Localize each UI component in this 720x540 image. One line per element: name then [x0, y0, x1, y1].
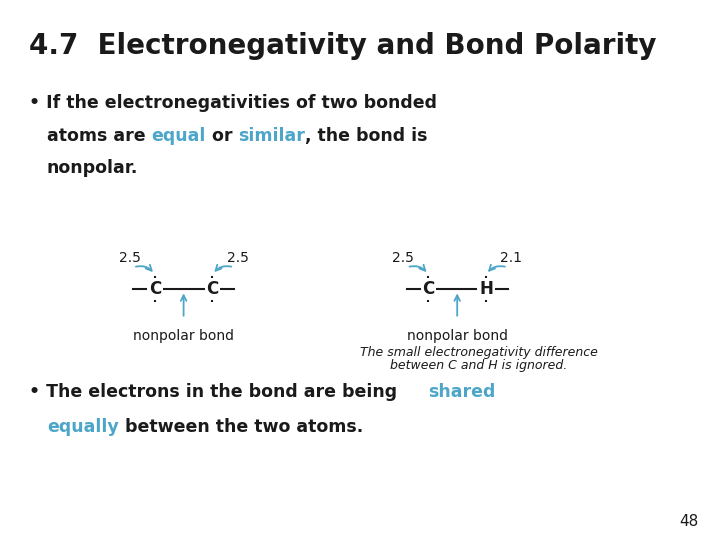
- Text: similar: similar: [238, 127, 305, 145]
- Text: • If the electronegativities of two bonded: • If the electronegativities of two bond…: [29, 94, 437, 112]
- Text: • The electrons in the bond are being: • The electrons in the bond are being: [29, 383, 403, 401]
- Text: The small electronegativity difference: The small electronegativity difference: [360, 346, 598, 359]
- Text: C: C: [148, 280, 161, 298]
- Text: C: C: [422, 280, 435, 298]
- Text: H: H: [479, 280, 493, 298]
- Text: equal: equal: [151, 127, 206, 145]
- Text: or: or: [206, 127, 238, 145]
- Text: 2.5: 2.5: [119, 251, 140, 265]
- Text: equally: equally: [47, 418, 119, 436]
- Text: 2.1: 2.1: [500, 251, 522, 265]
- Text: , the bond is: , the bond is: [305, 127, 428, 145]
- Text: nonpolar bond: nonpolar bond: [133, 329, 234, 343]
- Text: 2.5: 2.5: [392, 251, 414, 265]
- Text: nonpolar bond: nonpolar bond: [407, 329, 508, 343]
- Text: nonpolar.: nonpolar.: [47, 159, 138, 177]
- Text: atoms are: atoms are: [47, 127, 151, 145]
- Text: C: C: [206, 280, 219, 298]
- Text: 48: 48: [679, 514, 698, 529]
- Text: 2.5: 2.5: [227, 251, 248, 265]
- Text: 4.7  Electronegativity and Bond Polarity: 4.7 Electronegativity and Bond Polarity: [29, 32, 657, 60]
- Text: between the two atoms.: between the two atoms.: [119, 418, 363, 436]
- Text: between C and H is ignored.: between C and H is ignored.: [390, 359, 567, 372]
- Text: shared: shared: [428, 383, 496, 401]
